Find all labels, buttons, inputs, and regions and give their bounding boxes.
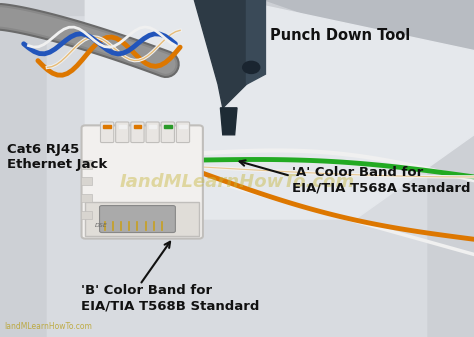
Bar [85, 202, 199, 236]
Text: 'A' Color Band for
EIA/TIA T568A Standard: 'A' Color Band for EIA/TIA T568A Standar… [292, 166, 470, 194]
Bar [164, 125, 172, 128]
FancyBboxPatch shape [176, 122, 190, 143]
Text: IandMLearnHowTo.com: IandMLearnHowTo.com [119, 173, 355, 191]
Text: DSE: DSE [95, 223, 108, 228]
FancyBboxPatch shape [146, 122, 159, 143]
FancyBboxPatch shape [161, 122, 174, 143]
Text: Cat6 RJ45
Ethernet Jack: Cat6 RJ45 Ethernet Jack [7, 143, 107, 171]
FancyBboxPatch shape [100, 122, 114, 143]
Bar [81, 177, 92, 185]
FancyBboxPatch shape [131, 122, 144, 143]
Polygon shape [85, 0, 474, 219]
Bar [179, 125, 187, 128]
Bar [81, 211, 92, 219]
Bar [81, 160, 92, 168]
Bar [134, 125, 141, 128]
Polygon shape [246, 0, 265, 84]
FancyBboxPatch shape [116, 122, 129, 143]
Bar [103, 125, 111, 128]
Polygon shape [220, 108, 237, 135]
Bar [149, 125, 156, 128]
Text: Punch Down Tool: Punch Down Tool [270, 28, 410, 43]
Text: IandMLearnHowTo.com: IandMLearnHowTo.com [5, 322, 92, 331]
FancyBboxPatch shape [100, 206, 175, 233]
Polygon shape [194, 0, 246, 108]
Bar [118, 125, 126, 128]
FancyBboxPatch shape [82, 125, 203, 239]
Circle shape [243, 61, 260, 73]
Bar [81, 194, 92, 202]
Text: 'B' Color Band for
EIA/TIA T568B Standard: 'B' Color Band for EIA/TIA T568B Standar… [81, 284, 259, 312]
Polygon shape [47, 17, 427, 337]
